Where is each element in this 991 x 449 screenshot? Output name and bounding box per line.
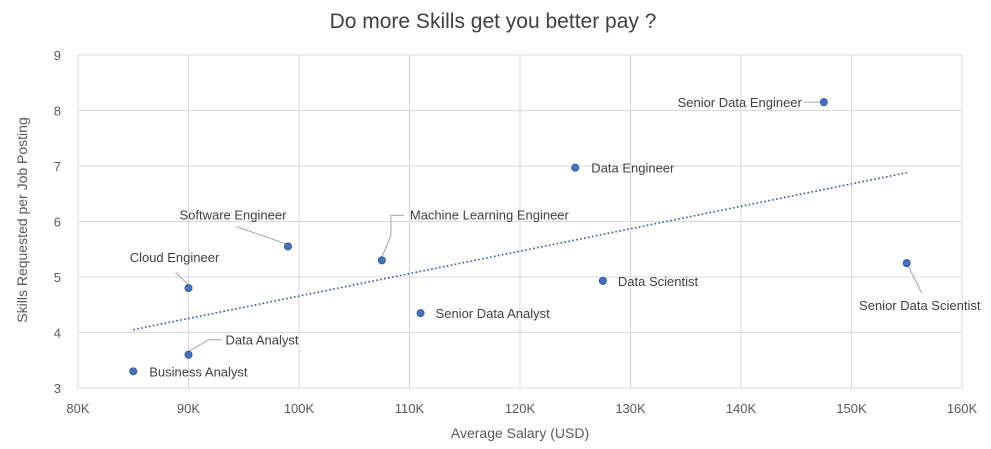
y-tick-label: 3 — [54, 381, 61, 396]
y-axis-ticks: 3 4 5 6 7 8 9 — [54, 48, 61, 396]
x-tick-label: 160K — [947, 401, 978, 416]
data-point — [571, 163, 580, 172]
x-tick-label: 150K — [836, 401, 867, 416]
data-points — [129, 98, 911, 376]
data-label: Data Scientist — [618, 274, 699, 289]
y-tick-label: 9 — [54, 48, 61, 63]
data-label: Cloud Engineer — [130, 250, 220, 265]
data-point — [283, 242, 292, 251]
leader-line — [188, 339, 222, 353]
data-point — [902, 259, 911, 268]
data-label: Senior Data Analyst — [436, 306, 551, 321]
x-tick-label: 110K — [395, 401, 425, 416]
x-tick-label: 100K — [284, 401, 315, 416]
data-point — [598, 276, 607, 285]
leader-line — [908, 266, 923, 294]
y-tick-label: 7 — [54, 159, 61, 174]
data-label: Software Engineer — [179, 207, 287, 222]
data-labels: Business Analyst Data Analyst Cloud Engine… — [130, 95, 981, 379]
data-point — [377, 256, 386, 265]
label-leader-lines — [175, 101, 923, 353]
data-label: Business Analyst — [149, 364, 248, 379]
data-point — [184, 350, 193, 359]
y-tick-label: 4 — [54, 326, 61, 341]
y-axis-title: Skills Requested per Job Posting — [14, 117, 30, 322]
leader-line — [381, 214, 404, 258]
leader-line — [235, 226, 289, 245]
data-label: Data Engineer — [591, 161, 675, 176]
data-label: Senior Data Scientist — [859, 298, 981, 313]
x-tick-label: 90K — [177, 401, 200, 416]
y-tick-label: 6 — [54, 215, 61, 230]
data-point — [129, 367, 138, 376]
data-label: Machine Learning Engineer — [410, 207, 570, 222]
chart-title: Do more Skills get you better pay ? — [330, 10, 657, 33]
x-tick-label: 130K — [615, 401, 646, 416]
data-label: Data Analyst — [226, 333, 299, 348]
x-axis-title: Average Salary (USD) — [451, 425, 589, 441]
grid-lines — [77, 54, 963, 389]
data-point — [819, 98, 828, 107]
x-tick-label: 80K — [66, 401, 89, 416]
y-tick-label: 8 — [54, 104, 61, 119]
leader-line — [175, 271, 189, 286]
data-label: Senior Data Engineer — [678, 95, 803, 110]
y-tick-label: 5 — [54, 270, 61, 285]
data-point — [184, 284, 193, 293]
x-tick-label: 140K — [726, 401, 757, 416]
x-tick-label: 120K — [505, 401, 536, 416]
data-point — [416, 309, 425, 318]
x-axis-ticks: 80K 90K 100K 110K 120K 130K 140K 150K 160K — [66, 401, 977, 416]
